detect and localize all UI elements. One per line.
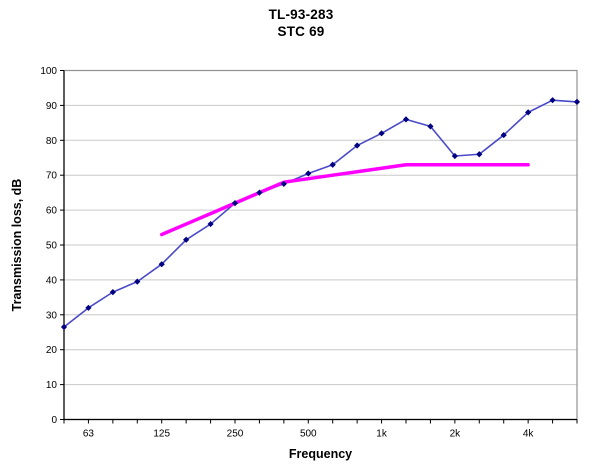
y-tick-label: 100 — [40, 66, 57, 77]
data-point-marker — [402, 116, 410, 123]
data-point-marker — [256, 189, 263, 196]
x-tick-label: 2k — [450, 429, 462, 440]
chart-subtitle: STC 69 — [277, 24, 325, 39]
y-tick-label: 20 — [46, 345, 58, 356]
y-tick-label: 40 — [46, 275, 58, 286]
data-point-marker — [525, 109, 532, 116]
data-point-marker — [573, 98, 581, 106]
data-point-marker — [231, 200, 239, 207]
x-axis-title: Frequency — [288, 447, 353, 461]
y-tick-label: 80 — [46, 136, 58, 147]
data-point-marker — [134, 278, 141, 285]
data-point-marker — [158, 261, 165, 268]
chart-title: TL-93-283 — [268, 7, 334, 22]
y-tick-label: 10 — [46, 380, 58, 391]
x-tick-label: 250 — [227, 429, 244, 440]
data-point-marker — [109, 289, 116, 296]
stc-contour-line — [159, 162, 530, 237]
x-tick-label: 125 — [153, 429, 170, 440]
data-point-marker — [183, 236, 190, 243]
y-tick-label: 50 — [46, 241, 58, 252]
y-tick-label: 90 — [46, 101, 58, 112]
y-tick-label: 70 — [46, 171, 58, 182]
data-point-marker — [280, 180, 287, 188]
data-point-marker — [207, 220, 214, 228]
y-tick-label: 0 — [51, 415, 57, 426]
data-point-marker — [500, 131, 507, 139]
data-point-marker — [60, 323, 68, 331]
data-point-marker — [476, 151, 483, 158]
data-point-marker — [354, 142, 361, 149]
x-tick-label: 500 — [300, 429, 317, 440]
y-tick-label: 30 — [46, 310, 58, 321]
measured-tl-line — [63, 99, 578, 328]
data-point-marker — [329, 161, 336, 168]
data-point-marker — [378, 130, 385, 137]
data-point-marker — [85, 304, 92, 311]
x-tick-label: 63 — [83, 429, 95, 440]
x-tick-label: 4k — [523, 429, 535, 440]
data-point-marker — [549, 97, 556, 104]
x-tick-label: 1k — [376, 429, 388, 440]
data-point-marker — [451, 152, 458, 160]
data-point-marker — [305, 170, 312, 177]
y-tick-label: 60 — [46, 206, 58, 217]
data-point-marker — [427, 123, 434, 130]
